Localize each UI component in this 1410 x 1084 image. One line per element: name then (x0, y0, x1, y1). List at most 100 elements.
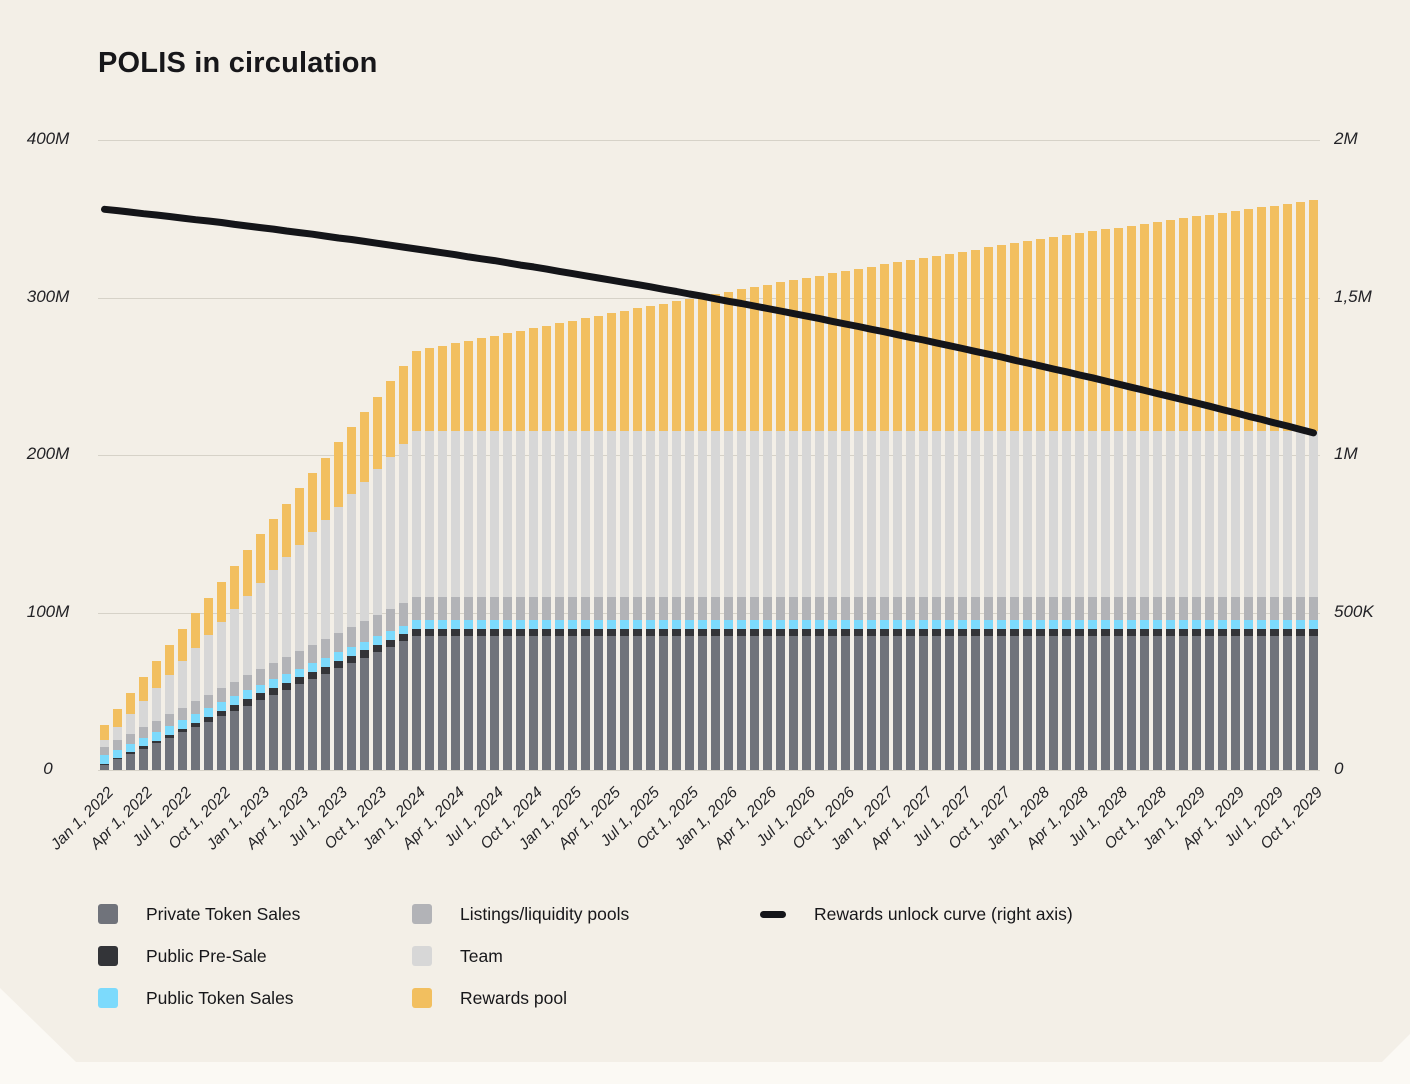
bar-segment-team (1153, 431, 1162, 597)
bar-segment-public (1166, 620, 1175, 630)
bar-segment-team (815, 431, 824, 597)
bar-segment-presale (893, 629, 902, 637)
bar-segment-public (1309, 620, 1318, 630)
legend-label: Public Pre-Sale (146, 945, 267, 966)
bar-segment-presale (620, 629, 629, 637)
legend-item: Team (412, 945, 760, 967)
bar-segment-presale (1010, 629, 1019, 637)
bar-segment-private (464, 636, 473, 770)
bar-segment-public (750, 620, 759, 630)
bar-segment-listings (1036, 596, 1045, 621)
bar-segment-public (646, 620, 655, 630)
bar-segment-listings (1114, 596, 1123, 621)
bar-segment-team (1257, 431, 1266, 597)
bar-segment-listings (451, 596, 460, 621)
stacked-bar (230, 565, 239, 770)
bar-segment-rewards (113, 708, 122, 728)
bar-segment-team (516, 431, 525, 597)
bar-segment-listings (880, 596, 889, 621)
stacked-bar (126, 693, 135, 770)
bar-segment-listings (1088, 596, 1097, 621)
bar-segment-presale (386, 639, 395, 647)
bar-segment-presale (451, 629, 460, 637)
chart-legend: Private Token Sales Public Pre-Sale Public… (98, 903, 1073, 1009)
bar-segment-listings (360, 620, 369, 642)
bar-segment-listings (1023, 596, 1032, 621)
bar-segment-presale (399, 634, 408, 642)
bar-segment-listings (1101, 596, 1110, 621)
bar-segment-private (1309, 636, 1318, 770)
bar-segment-private (321, 673, 330, 770)
bar-segment-listings (321, 638, 330, 658)
bar-segment-rewards (191, 613, 200, 649)
bar-segment-rewards (178, 629, 187, 662)
bar-segment-private (529, 636, 538, 770)
stacked-bar (529, 328, 538, 770)
bar-segment-listings (542, 596, 551, 621)
bar-segment-team (178, 661, 187, 708)
bar-segment-rewards (646, 305, 655, 432)
bar-segment-rewards (516, 330, 525, 432)
bar-segment-private (1166, 636, 1175, 770)
bar-segment-private (1153, 636, 1162, 770)
bar-segment-private (282, 689, 291, 770)
bar-segment-public (1062, 620, 1071, 630)
bar-segment-presale (1114, 629, 1123, 637)
bar-segment-private (217, 716, 226, 770)
bar-segment-team (503, 431, 512, 597)
bar-segment-rewards (1101, 229, 1110, 432)
bar-segment-team (1036, 431, 1045, 597)
bar-segment-private (1010, 636, 1019, 770)
bar-segment-team (750, 431, 759, 597)
bar-segment-listings (711, 596, 720, 621)
bar-segment-listings (828, 596, 837, 621)
bar-segment-presale (776, 629, 785, 637)
bar-segment-rewards (789, 280, 798, 432)
bar-segment-rewards (139, 677, 148, 701)
bar-segment-team (880, 431, 889, 597)
bar-segment-rewards (490, 335, 499, 432)
stacked-bar (178, 629, 187, 770)
bar-segment-rewards (425, 348, 434, 432)
bar-segment-private (672, 636, 681, 770)
bar-segment-team (854, 431, 863, 597)
bar-segment-private (347, 662, 356, 770)
bar-segment-public (139, 737, 148, 747)
stacked-bar (1062, 235, 1071, 770)
stacked-bar (997, 245, 1006, 770)
bar-segment-private (685, 636, 694, 770)
bar-segment-private (1062, 636, 1071, 770)
bar-segment-public (191, 714, 200, 723)
bar-segment-private (997, 636, 1006, 770)
bar-segment-private (490, 636, 499, 770)
bar-segment-presale (490, 629, 499, 637)
bar-segment-presale (1127, 629, 1136, 637)
bar-segment-team (1179, 431, 1188, 597)
bar-segment-private (893, 636, 902, 770)
bar-segment-private (737, 636, 746, 770)
bar-segment-listings (243, 675, 252, 691)
bar-segment-presale (243, 699, 252, 706)
bar-segment-private (867, 636, 876, 770)
bar-segment-private (373, 652, 382, 770)
bar-segment-rewards (230, 565, 239, 609)
stacked-bar (1088, 231, 1097, 770)
bar-segment-private (789, 636, 798, 770)
bar-segment-team (997, 431, 1006, 597)
bar-segment-public (841, 620, 850, 630)
stacked-bar (386, 381, 395, 770)
bar-segment-team (334, 506, 343, 633)
bar-segment-rewards (308, 472, 317, 533)
bar-segment-private (958, 636, 967, 770)
bar-segment-rewards (685, 298, 694, 432)
bar-segment-team (984, 431, 993, 597)
bar-segment-public (802, 620, 811, 630)
bar-segment-listings (1296, 596, 1305, 621)
bar-segment-listings (1283, 596, 1292, 621)
bar-segment-private (1192, 636, 1201, 770)
stacked-bar (763, 284, 772, 770)
bar-segment-public (542, 620, 551, 630)
stacked-bar (373, 396, 382, 770)
bar-segment-rewards (412, 351, 421, 432)
bar-segment-private (802, 636, 811, 770)
